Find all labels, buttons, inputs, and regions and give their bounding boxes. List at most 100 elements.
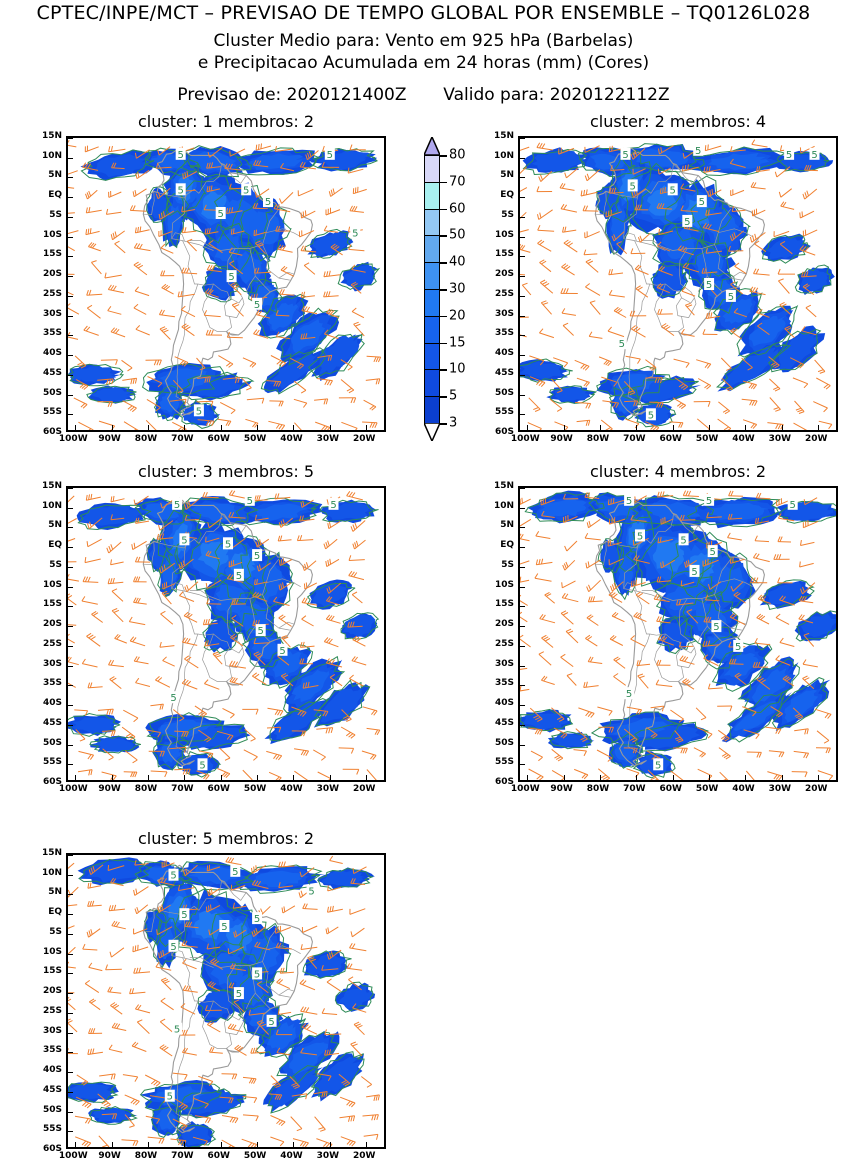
svg-text:5: 5 <box>170 693 176 704</box>
panel-title-cluster-2: cluster: 2 membros: 4 <box>589 112 767 131</box>
svg-text:5: 5 <box>178 185 184 196</box>
svg-text:5: 5 <box>713 622 719 633</box>
y-axis-label: 5S <box>49 559 62 570</box>
y-axis-tick <box>520 295 525 297</box>
colorbar-tick <box>440 181 447 184</box>
y-axis-label: 50S <box>494 737 514 748</box>
map-plot-area-5[interactable]: 5 5 5 5 5 5 5 5 5 5 5 5 <box>66 853 386 1149</box>
svg-text:5: 5 <box>655 760 661 771</box>
map-plot-area-4[interactable]: 5 5 5 5 5 5 5 5 5 5 5 <box>518 486 838 782</box>
colorbar-tick-label: 70 <box>449 174 466 190</box>
map-plot-area-3[interactable]: 5 5 5 5 5 5 5 5 5 5 5 <box>66 486 386 782</box>
y-axis-tick <box>68 256 73 258</box>
x-axis-label: 20W <box>804 784 828 794</box>
y-axis-label: 40S <box>494 348 514 359</box>
y-axis-tick <box>520 665 525 667</box>
svg-text:5: 5 <box>247 496 253 507</box>
map-plot-area-1[interactable]: 5 5 5 5 5 5 5 5 5 5 <box>66 136 386 432</box>
colorbar-band <box>425 209 439 237</box>
x-axis-label: 80W <box>586 784 610 794</box>
svg-text:5: 5 <box>232 867 238 878</box>
y-axis-label: 10N <box>41 500 62 511</box>
svg-text:5: 5 <box>670 185 676 196</box>
y-axis-tick <box>68 586 73 588</box>
x-axis-tick <box>672 425 674 430</box>
svg-text:5: 5 <box>178 150 184 161</box>
y-axis-tick <box>68 973 73 975</box>
svg-text:5: 5 <box>811 150 817 161</box>
colorbar-top-cap <box>424 137 440 155</box>
x-axis-tick <box>184 425 186 430</box>
x-axis-label: 30W <box>316 784 340 794</box>
svg-text:5: 5 <box>221 922 227 933</box>
y-axis-tick <box>520 355 525 357</box>
x-axis-label: 60W <box>659 784 682 794</box>
y-axis-tick <box>68 894 73 896</box>
y-axis-tick <box>68 488 73 489</box>
svg-text:5: 5 <box>170 942 176 953</box>
y-axis-tick <box>520 685 525 687</box>
x-axis-label: 50W <box>243 784 267 794</box>
y-axis-label: 45S <box>42 367 62 378</box>
y-axis-tick <box>68 764 73 766</box>
contour-label-group: 5 5 5 5 5 5 5 5 5 5 5 <box>624 493 798 771</box>
y-axis-label: 5S <box>49 926 62 937</box>
x-axis-tick <box>184 775 186 780</box>
x-axis-label: 80W <box>586 434 610 444</box>
y-axis-tick <box>68 236 73 238</box>
colorbar-tick-label: 80 <box>449 147 466 163</box>
colorbar-band <box>425 289 439 317</box>
svg-text:5: 5 <box>695 146 701 157</box>
y-axis-label: 55S <box>494 757 514 768</box>
x-axis-tick <box>709 425 711 430</box>
x-axis-tick <box>329 425 331 430</box>
svg-text:5: 5 <box>225 539 231 550</box>
svg-text:5: 5 <box>622 150 628 161</box>
svg-text:5: 5 <box>790 500 796 511</box>
y-axis-tick <box>68 1091 73 1093</box>
y-axis-label: 40S <box>494 698 514 709</box>
svg-text:5: 5 <box>626 496 632 507</box>
page-title: CPTEC/INPE/MCT – PREVISAO DE TEMPO GLOBA… <box>36 2 811 24</box>
y-axis-tick <box>68 724 73 726</box>
colorbar-tick <box>440 342 447 345</box>
y-axis-label: 5S <box>501 209 514 220</box>
wind-barb-icon-field <box>68 490 381 780</box>
y-axis-tick <box>520 256 525 258</box>
precipitation-fill <box>68 857 376 1147</box>
svg-text:5: 5 <box>254 300 260 311</box>
x-axis-tick <box>781 425 783 430</box>
x-axis-tick <box>75 775 77 780</box>
svg-text:5: 5 <box>218 209 224 220</box>
colorbar-tick <box>440 289 447 291</box>
y-axis-tick <box>520 157 525 159</box>
precipitation-contour <box>68 145 381 429</box>
y-axis-tick <box>520 547 525 549</box>
y-axis-label: 5N <box>48 520 62 531</box>
x-axis-label: 50W <box>243 1151 267 1161</box>
svg-text:5: 5 <box>699 197 705 208</box>
y-axis-tick <box>68 1012 73 1014</box>
colorbar-band <box>425 156 439 183</box>
y-axis-tick <box>68 394 73 396</box>
x-axis-tick <box>636 775 638 780</box>
precipitation-fill <box>520 490 836 777</box>
colorbar-tick <box>440 262 447 264</box>
x-axis-tick <box>75 1142 77 1147</box>
x-axis-tick <box>257 775 259 780</box>
svg-text:5: 5 <box>181 535 187 546</box>
y-axis-tick <box>68 933 73 935</box>
y-axis-label: 45S <box>494 367 514 378</box>
svg-text:5: 5 <box>181 910 187 921</box>
wind-barb-icon-field <box>520 139 833 430</box>
y-axis-tick <box>520 335 525 337</box>
svg-text:5: 5 <box>279 646 285 657</box>
svg-text:5: 5 <box>167 1092 173 1103</box>
panel-title-cluster-3: cluster: 3 membros: 5 <box>137 462 315 481</box>
y-axis-label: 30S <box>42 658 62 669</box>
x-axis-label: 90W <box>98 434 121 444</box>
x-axis-tick <box>220 425 222 430</box>
x-axis-label: 60W <box>659 434 682 444</box>
y-axis-label: 25S <box>42 288 62 299</box>
